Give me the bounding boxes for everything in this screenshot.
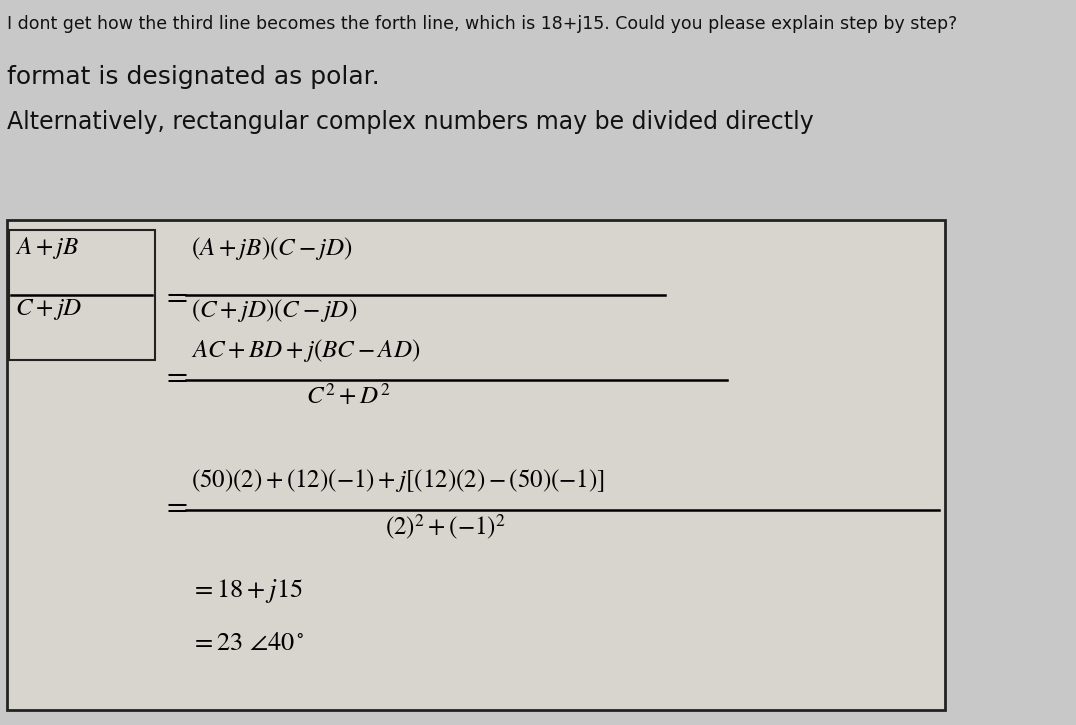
FancyBboxPatch shape [9, 230, 155, 360]
Text: $=$: $=$ [162, 360, 188, 389]
Text: $AC + BD + j(BC - AD)$: $AC + BD + j(BC - AD)$ [190, 337, 420, 364]
Text: $A + jB$: $A + jB$ [15, 235, 80, 261]
Text: $(50)(2) + (12)(-1) +j[(12)(2) - (50)(-1)]$: $(50)(2) + (12)(-1) +j[(12)(2) - (50)(-1… [190, 467, 605, 494]
Text: format is designated as polar.: format is designated as polar. [8, 65, 380, 89]
Text: $C + jD$: $C + jD$ [15, 297, 83, 322]
Text: $(2)^2 + (-1)^2$: $(2)^2 + (-1)^2$ [385, 513, 506, 542]
FancyBboxPatch shape [8, 220, 945, 710]
Text: $= 23\ \angle 40^\circ$: $= 23\ \angle 40^\circ$ [190, 630, 305, 656]
Text: $C^2 + D^2$: $C^2 + D^2$ [306, 383, 391, 409]
Text: Alternatively, rectangular complex numbers may be divided directly: Alternatively, rectangular complex numbe… [8, 110, 813, 134]
Text: $= 18 + j15$: $= 18 + j15$ [190, 577, 302, 605]
Text: $=$: $=$ [162, 281, 188, 310]
Text: I dont get how the third line becomes the forth line, which is 18+j15. Could you: I dont get how the third line becomes th… [8, 15, 958, 33]
Text: $(A + jB)(C - jD)$: $(A + jB)(C - jD)$ [190, 235, 353, 262]
Text: $(C + jD)(C - jD)$: $(C + jD)(C - jD)$ [190, 297, 356, 324]
Text: $=$: $=$ [162, 491, 188, 520]
